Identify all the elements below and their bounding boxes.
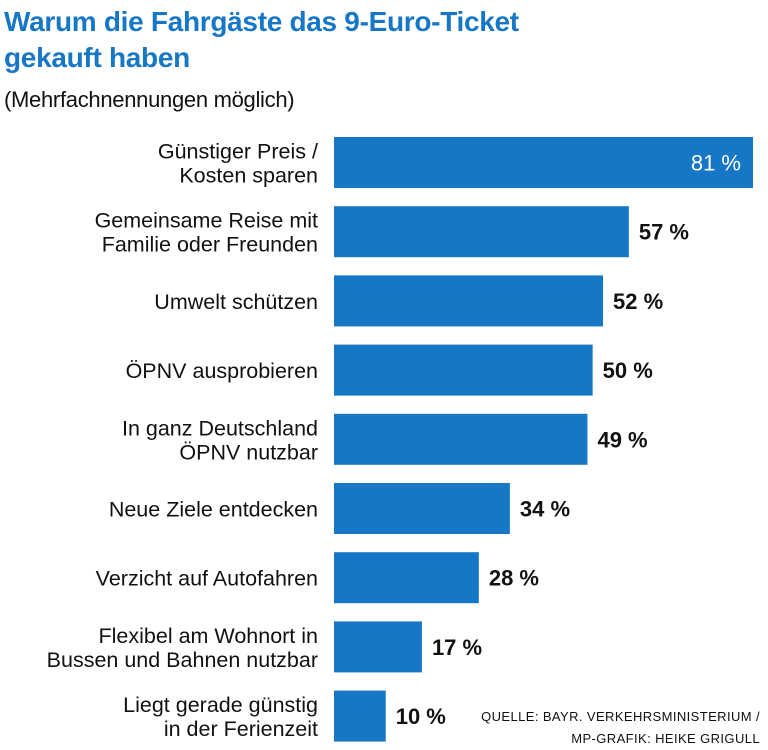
value-label: 81 % [691, 151, 741, 176]
value-label: 49 % [597, 427, 647, 452]
bar [334, 206, 629, 258]
bar [334, 275, 603, 327]
value-label: 28 % [489, 566, 539, 591]
chart-title: Warum die Fahrgäste das 9-Euro-Ticket ge… [4, 4, 519, 76]
bar [334, 344, 593, 396]
bar [334, 413, 588, 465]
value-label: 50 % [603, 358, 653, 383]
chart-title-line-1: Warum die Fahrgäste das 9-Euro-Ticket [4, 6, 519, 37]
bar [334, 690, 386, 742]
category-label: Verzicht auf Autofahren [96, 567, 318, 591]
source-line-1: QUELLE: BAYR. VERKEHRSMINISTERIUM / [481, 709, 760, 724]
value-label: 34 % [520, 497, 570, 522]
category-label: Günstiger Preis / Kosten sparen [158, 140, 318, 188]
value-label: 52 % [613, 289, 663, 314]
bar [334, 552, 479, 604]
category-label: Liegt gerade günstig in der Ferienzeit [123, 693, 318, 741]
value-label: 10 % [396, 704, 446, 729]
chart-title-line-2: gekauft haben [4, 42, 190, 73]
category-label: In ganz Deutschland ÖPNV nutzbar [122, 416, 318, 464]
chart-subtitle: (Mehrfachnennungen möglich) [4, 87, 295, 112]
value-label: 17 % [432, 635, 482, 660]
source-credit: QUELLE: BAYR. VERKEHRSMINISTERIUM / MP-G… [481, 706, 760, 750]
category-label: ÖPNV ausprobieren [126, 359, 318, 383]
bar [334, 483, 510, 534]
category-label: Flexibel am Wohnort in Bussen und Bahnen … [47, 624, 318, 672]
source-line-2: MP-GRAFIK: HEIKE GRIGULL [571, 731, 760, 746]
bar [334, 621, 422, 673]
category-label: Neue Ziele entdecken [109, 498, 318, 522]
category-label: Umwelt schützen [154, 290, 318, 314]
value-label: 57 % [639, 220, 689, 245]
bar [334, 137, 753, 188]
category-label: Gemeinsame Reise mit Familie oder Freunde… [95, 209, 318, 257]
